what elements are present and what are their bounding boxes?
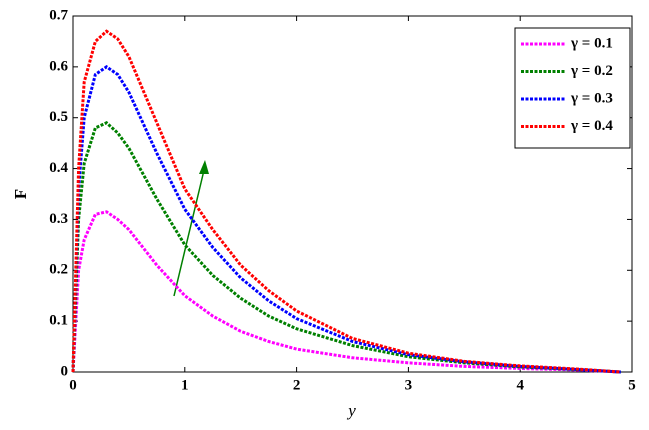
y-tick-label: 0.4 [49, 160, 68, 176]
x-tick-label: 3 [405, 377, 413, 393]
plot-frame [72, 15, 633, 373]
x-tick-label: 4 [516, 377, 524, 393]
legend-label: γ = 0.4 [570, 118, 613, 134]
series-line [71, 210, 621, 374]
x-axis-label: y [346, 401, 356, 420]
series-line [71, 121, 621, 374]
legend-label: γ = 0.2 [570, 63, 613, 79]
y-tick-label: 0 [61, 363, 69, 379]
y-axis-label: F [11, 189, 30, 199]
y-tick-label: 0.1 [49, 313, 68, 329]
x-tick-label: 0 [69, 377, 77, 393]
y-tick-label: 0.3 [49, 211, 68, 227]
series-line [71, 29, 621, 374]
y-tick-label: 0.5 [49, 109, 68, 125]
trend-arrow [173, 165, 206, 297]
y-tick-label: 0.7 [49, 7, 68, 23]
legend-box [514, 27, 631, 149]
legend-label: γ = 0.3 [570, 90, 613, 106]
trend-arrow-head [199, 160, 209, 174]
series-line [71, 65, 621, 374]
x-tick-label: 1 [181, 377, 189, 393]
y-tick-label: 0.2 [49, 262, 68, 278]
x-tick-label: 2 [293, 377, 301, 393]
x-tick-label: 5 [628, 377, 636, 393]
y-tick-label: 0.6 [49, 58, 68, 74]
legend-label: γ = 0.1 [570, 35, 613, 51]
